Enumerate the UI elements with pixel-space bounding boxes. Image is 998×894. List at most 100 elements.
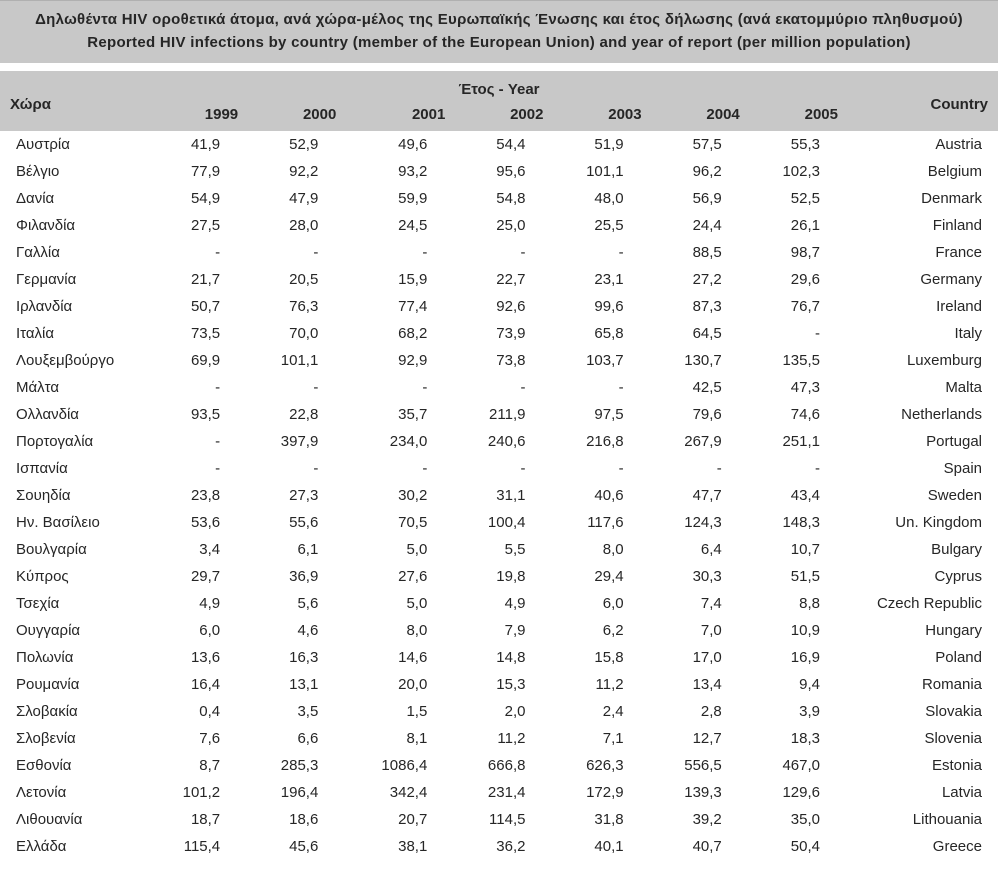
cell-value: 139,3 <box>652 779 750 806</box>
cell-value: 129,6 <box>750 779 848 806</box>
cell-value: 31,1 <box>455 482 553 509</box>
cell-value: 18,7 <box>150 806 248 833</box>
cell-value: 11,2 <box>553 671 651 698</box>
cell-country-en: Spain <box>848 455 998 482</box>
table-row: Αυστρία41,952,949,654,451,957,555,3Austr… <box>0 131 998 158</box>
data-table: Χώρα Έτος - Year Country 1999 2000 2001 … <box>0 71 998 860</box>
table-row: Σουηδία23,827,330,231,140,647,743,4Swede… <box>0 482 998 509</box>
cell-country-gr: Φιλανδία <box>0 212 150 239</box>
cell-value: 39,2 <box>652 806 750 833</box>
cell-value: 55,3 <box>750 131 848 158</box>
cell-value: 101,2 <box>150 779 248 806</box>
cell-value: - <box>248 455 346 482</box>
cell-value: 8,1 <box>346 725 455 752</box>
cell-value: 99,6 <box>553 293 651 320</box>
cell-value: 49,6 <box>346 131 455 158</box>
cell-value: 35,7 <box>346 401 455 428</box>
cell-value: 6,1 <box>248 536 346 563</box>
cell-value: 18,6 <box>248 806 346 833</box>
cell-country-en: Latvia <box>848 779 998 806</box>
col-header-year: 2004 <box>652 102 750 131</box>
cell-value: - <box>346 455 455 482</box>
cell-country-gr: Ελλάδα <box>0 833 150 860</box>
cell-value: - <box>652 455 750 482</box>
cell-country-en: Sweden <box>848 482 998 509</box>
cell-value: 22,7 <box>455 266 553 293</box>
cell-country-en: Hungary <box>848 617 998 644</box>
cell-value: - <box>553 239 651 266</box>
cell-value: 54,8 <box>455 185 553 212</box>
cell-country-en: Ireland <box>848 293 998 320</box>
table-row: Φιλανδία27,528,024,525,025,524,426,1Finl… <box>0 212 998 239</box>
cell-value: 69,9 <box>150 347 248 374</box>
cell-country-en: Malta <box>848 374 998 401</box>
cell-value: 148,3 <box>750 509 848 536</box>
cell-value: - <box>150 374 248 401</box>
cell-country-en: Finland <box>848 212 998 239</box>
cell-value: 14,8 <box>455 644 553 671</box>
cell-value: 0,4 <box>150 698 248 725</box>
cell-value: 3,4 <box>150 536 248 563</box>
cell-value: 98,7 <box>750 239 848 266</box>
cell-value: 117,6 <box>553 509 651 536</box>
cell-value: 52,5 <box>750 185 848 212</box>
cell-value: 7,4 <box>652 590 750 617</box>
cell-value: 7,6 <box>150 725 248 752</box>
cell-country-gr: Αυστρία <box>0 131 150 158</box>
cell-value: 467,0 <box>750 752 848 779</box>
cell-value: - <box>553 374 651 401</box>
title-english: Reported HIV infections by country (memb… <box>12 34 986 51</box>
cell-value: - <box>248 374 346 401</box>
cell-value: 95,6 <box>455 158 553 185</box>
table-row: Ολλανδία93,522,835,7211,997,579,674,6Net… <box>0 401 998 428</box>
cell-value: 172,9 <box>553 779 651 806</box>
cell-value: 47,9 <box>248 185 346 212</box>
cell-value: 135,5 <box>750 347 848 374</box>
cell-value: 41,9 <box>150 131 248 158</box>
table-row: Λουξεμβούργο69,9101,192,973,8103,7130,71… <box>0 347 998 374</box>
cell-country-gr: Ιταλία <box>0 320 150 347</box>
cell-value: 4,9 <box>455 590 553 617</box>
cell-value: 100,4 <box>455 509 553 536</box>
cell-country-gr: Πορτογαλία <box>0 428 150 455</box>
cell-country-gr: Ουγγαρία <box>0 617 150 644</box>
cell-value: 97,5 <box>553 401 651 428</box>
col-header-year: 2001 <box>346 102 455 131</box>
cell-value: 27,5 <box>150 212 248 239</box>
cell-value: 70,5 <box>346 509 455 536</box>
cell-value: 36,9 <box>248 563 346 590</box>
report-container: Δηλωθέντα HIV οροθετικά άτομα, ανά χώρα-… <box>0 0 998 860</box>
cell-country-gr: Ρουμανία <box>0 671 150 698</box>
cell-value: 102,3 <box>750 158 848 185</box>
cell-value: 13,1 <box>248 671 346 698</box>
cell-value: 6,4 <box>652 536 750 563</box>
cell-value: 8,0 <box>346 617 455 644</box>
cell-value: 5,6 <box>248 590 346 617</box>
cell-value: - <box>455 455 553 482</box>
cell-value: 101,1 <box>553 158 651 185</box>
cell-country-gr: Ην. Βασίλειο <box>0 509 150 536</box>
cell-value: 45,6 <box>248 833 346 860</box>
table-body: Αυστρία41,952,949,654,451,957,555,3Austr… <box>0 131 998 860</box>
cell-value: 26,1 <box>750 212 848 239</box>
cell-country-gr: Λιθουανία <box>0 806 150 833</box>
cell-value: 31,8 <box>553 806 651 833</box>
cell-value: - <box>750 455 848 482</box>
table-row: Ρουμανία16,413,120,015,311,213,49,4Roman… <box>0 671 998 698</box>
cell-value: 10,7 <box>750 536 848 563</box>
cell-country-en: Belgium <box>848 158 998 185</box>
cell-country-en: Slovakia <box>848 698 998 725</box>
cell-value: 16,9 <box>750 644 848 671</box>
cell-value: 2,0 <box>455 698 553 725</box>
cell-value: 240,6 <box>455 428 553 455</box>
cell-value: 7,1 <box>553 725 651 752</box>
col-header-year-label: Έτος - Year <box>150 71 848 102</box>
table-row: Γαλλία-----88,598,7France <box>0 239 998 266</box>
cell-value: 54,9 <box>150 185 248 212</box>
cell-value: 52,9 <box>248 131 346 158</box>
cell-country-en: Luxemburg <box>848 347 998 374</box>
cell-value: - <box>346 374 455 401</box>
cell-value: 10,9 <box>750 617 848 644</box>
cell-country-gr: Δανία <box>0 185 150 212</box>
cell-value: 77,4 <box>346 293 455 320</box>
